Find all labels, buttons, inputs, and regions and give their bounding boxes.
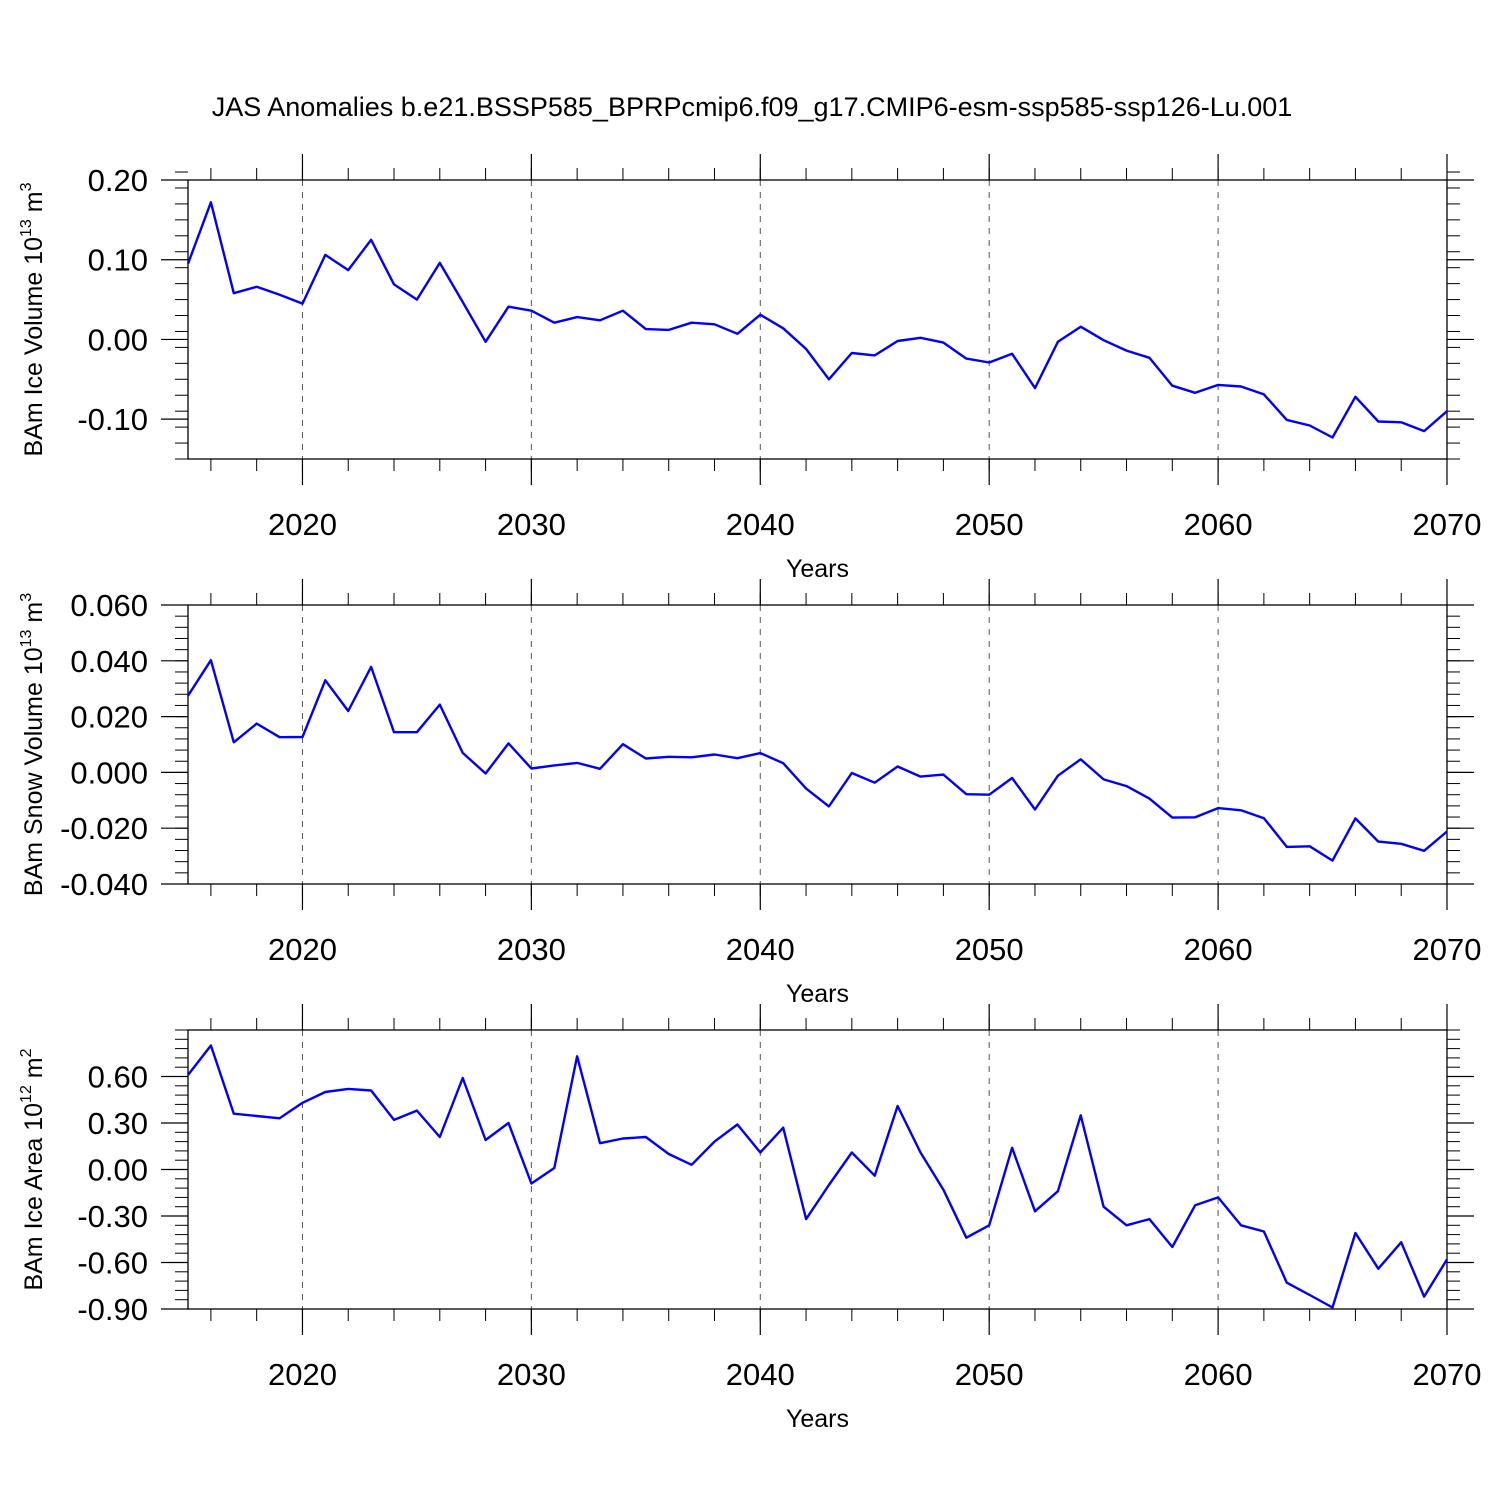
y-axis-label: BAm Snow Volume 1013 m3: [18, 593, 48, 896]
y-axis-label-main: BAm Snow Volume 10: [20, 647, 48, 896]
series-line: [187, 1044, 1449, 1309]
y-tick-label: 0.060: [70, 588, 148, 623]
y-tick-label: 0.20: [88, 163, 148, 198]
panels: 2020 2030 2040 2050 2060 2070 0.20 0.10 0.00 -0.1…: [18, 154, 1481, 1433]
x-tick-label: 2050: [955, 507, 1024, 542]
plot-frame: [187, 604, 1448, 885]
plot-frame: [187, 179, 1448, 460]
x-tick-label: 2060: [1184, 507, 1253, 542]
x-tick-label: 2060: [1184, 1357, 1253, 1392]
y-tick-label: 0.00: [88, 1153, 148, 1188]
series-line: [186, 201, 1448, 439]
x-tick-label: 2030: [497, 1357, 566, 1392]
x-tick-label: 2040: [726, 507, 795, 542]
y-tick-label: 0.10: [88, 243, 148, 278]
panel-2: 2020 2030 2040 2050 2060 2070 0.060 0.040 0.020 0…: [18, 579, 1481, 1008]
x-tick-label: 2040: [726, 1357, 795, 1392]
x-tick-label: 2050: [955, 1357, 1024, 1392]
y-tick-label: -0.040: [60, 867, 148, 902]
y-tick-label: 0.000: [70, 755, 148, 790]
chart-title: JAS Anomalies b.e21.BSSP585_BPRPcmip6.f0…: [212, 92, 1293, 122]
y-axis-label-exponent: 13: [18, 219, 35, 237]
y-tick-label: 0.30: [88, 1106, 148, 1141]
y-axis-label-unit-exponent: 3: [18, 593, 35, 602]
y-axis-label-exponent: 13: [18, 629, 35, 647]
y-axis-label-unit-exponent: 3: [18, 182, 35, 191]
x-axis-label: Years: [786, 980, 849, 1008]
x-tick-label: 2040: [726, 932, 795, 967]
x-tick-label: 2070: [1413, 507, 1482, 542]
panel-1: 2020 2030 2040 2050 2060 2070 0.20 0.10 0.00 -0.1…: [18, 154, 1481, 583]
y-tick-label: -0.60: [77, 1246, 148, 1281]
y-axis-label-unit: m: [20, 602, 48, 630]
x-tick-label: 2030: [497, 507, 566, 542]
y-tick-label: 0.60: [88, 1060, 148, 1095]
panel-3: 2020 2030 2040 2050 2060 2070 0.60 0.30 0.00 -0.3…: [18, 1004, 1481, 1433]
y-tick-label: -0.90: [77, 1292, 148, 1327]
x-axis-label: Years: [786, 555, 849, 583]
y-tick-label: 0.040: [70, 644, 148, 679]
x-tick-label: 2020: [268, 507, 337, 542]
y-axis-label-main: BAm Ice Volume 10: [20, 237, 48, 457]
y-axis-label: BAm Ice Volume 1013 m3: [18, 182, 48, 456]
x-tick-label: 2020: [268, 932, 337, 967]
y-tick-label: -0.30: [77, 1199, 148, 1234]
y-axis-label-unit: m: [20, 1057, 48, 1085]
x-tick-label: 2070: [1413, 932, 1482, 967]
y-tick-label: 0.020: [70, 700, 148, 735]
x-tick-label: 2030: [497, 932, 566, 967]
y-tick-label: -0.020: [60, 811, 148, 846]
x-tick-label: 2060: [1184, 932, 1253, 967]
x-tick-label: 2070: [1413, 1357, 1482, 1392]
y-axis-label-exponent: 12: [18, 1085, 35, 1103]
x-tick-label: 2050: [955, 932, 1024, 967]
y-axis-label-main: BAm Ice Area 10: [20, 1103, 48, 1291]
y-axis-label: BAm Ice Area 1012 m2: [18, 1048, 48, 1290]
y-tick-label: -0.10: [77, 402, 148, 437]
x-tick-label: 2020: [268, 1357, 337, 1392]
y-axis-label-unit: m: [20, 191, 48, 219]
y-axis-label-unit-exponent: 2: [18, 1048, 35, 1057]
plot-frame: [187, 1029, 1448, 1310]
series-line: [186, 659, 1448, 862]
x-axis-label: Years: [786, 1405, 849, 1433]
y-tick-label: 0.00: [88, 322, 148, 357]
